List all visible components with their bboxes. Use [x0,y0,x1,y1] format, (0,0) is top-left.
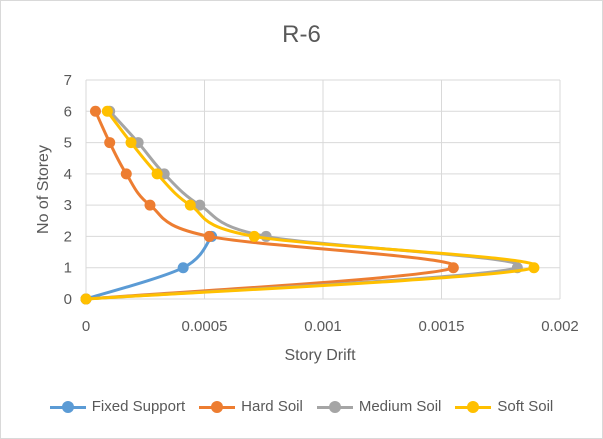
chart-title: R-6 [282,21,321,48]
data-point-1-4 [120,168,132,180]
legend-label: Fixed Support [91,398,186,415]
data-point-1-3 [144,199,156,211]
data-point-0-1 [177,262,189,274]
legend-item: Hard Soil [199,398,303,415]
legend-label: Hard Soil [241,398,303,415]
legend: Fixed Support Hard Soil Medium Soil Soft So… [1,398,602,415]
legend-swatch [455,400,492,414]
data-point-1-5 [104,137,116,149]
data-point-3-3 [184,199,196,211]
y-tick-label: 5 [64,135,72,152]
y-tick-label: 2 [64,228,72,245]
y-tick-label: 4 [64,166,72,183]
y-axis-title: No of Storey [35,145,52,234]
x-tick-label: 0.0005 [182,318,228,335]
legend-item: Soft Soil [455,398,553,415]
data-point-1-2 [203,230,215,242]
data-point-1-1 [447,262,459,274]
y-tick-label: 0 [64,291,72,308]
data-point-3-5 [125,137,137,149]
x-tick-label: 0 [82,318,90,335]
data-point-3-1 [528,262,540,274]
data-point-3-2 [248,230,260,242]
legend-item: Fixed Support [49,398,186,415]
y-tick-label: 6 [64,103,72,120]
legend-swatch [49,400,86,414]
x-axis-title: Story Drift [284,347,356,364]
data-point-2-3 [194,199,206,211]
legend-swatch [199,400,236,414]
x-tick-label: 0.0015 [419,318,465,335]
legend-item: Medium Soil [316,398,442,415]
data-point-3-6 [101,105,113,117]
y-tick-label: 7 [64,72,72,89]
x-tick-label: 0.001 [304,318,342,335]
legend-label: Soft Soil [497,398,554,415]
data-point-3-4 [151,168,163,180]
y-tick-label: 1 [64,260,72,277]
legend-label: Medium Soil [358,398,442,415]
data-point-1-6 [89,105,101,117]
x-tick-label: 0.002 [541,318,579,335]
legend-swatch [316,400,353,414]
y-tick-label: 3 [64,197,72,214]
data-point-3-0 [80,293,92,305]
